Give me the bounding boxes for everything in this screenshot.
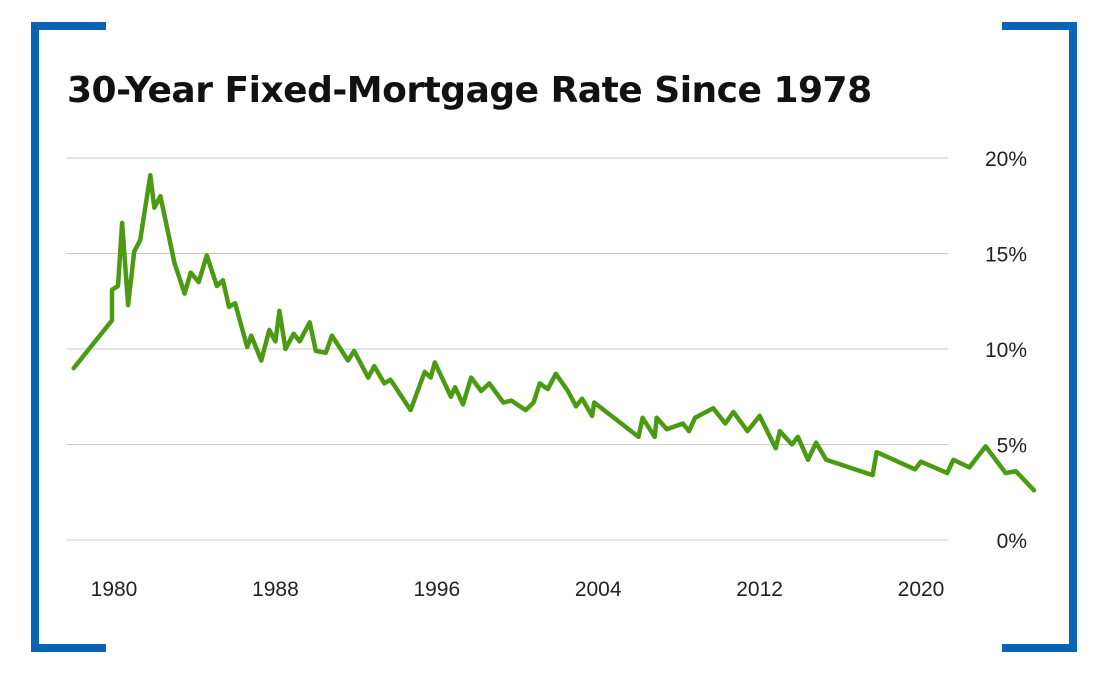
chart-title: 30-Year Fixed-Mortgage Rate Since 1978 [67,70,872,111]
x-tick-label: 2004 [575,578,622,601]
x-tick-label: 2020 [898,578,945,601]
x-tick-label: 1980 [91,578,138,601]
bracket-left-bottom [31,644,106,652]
y-tick-label: 0% [997,530,1027,553]
y-tick-label: 15% [985,244,1027,267]
y-tick-label: 5% [997,435,1027,458]
x-axis-ticks: 1980 1988 1996 2004 2012 2020 [91,578,945,601]
bracket-right-vertical [1069,22,1077,652]
x-tick-label: 1988 [252,578,299,601]
bracket-left-top [31,22,106,30]
y-tick-label: 10% [985,339,1027,362]
bracket-right-top [1002,22,1077,30]
grid-lines [67,157,948,541]
x-tick-label: 1996 [413,578,460,601]
bracket-left-vertical [31,22,39,652]
bracket-right-bottom [1002,644,1077,652]
y-tick-label: 20% [985,148,1027,171]
x-tick-label: 2012 [736,578,783,601]
y-axis-ticks: 0% 5% 10% 15% 20% [985,148,1027,553]
series-lines [71,172,1037,493]
series-line-0 [71,172,1037,493]
